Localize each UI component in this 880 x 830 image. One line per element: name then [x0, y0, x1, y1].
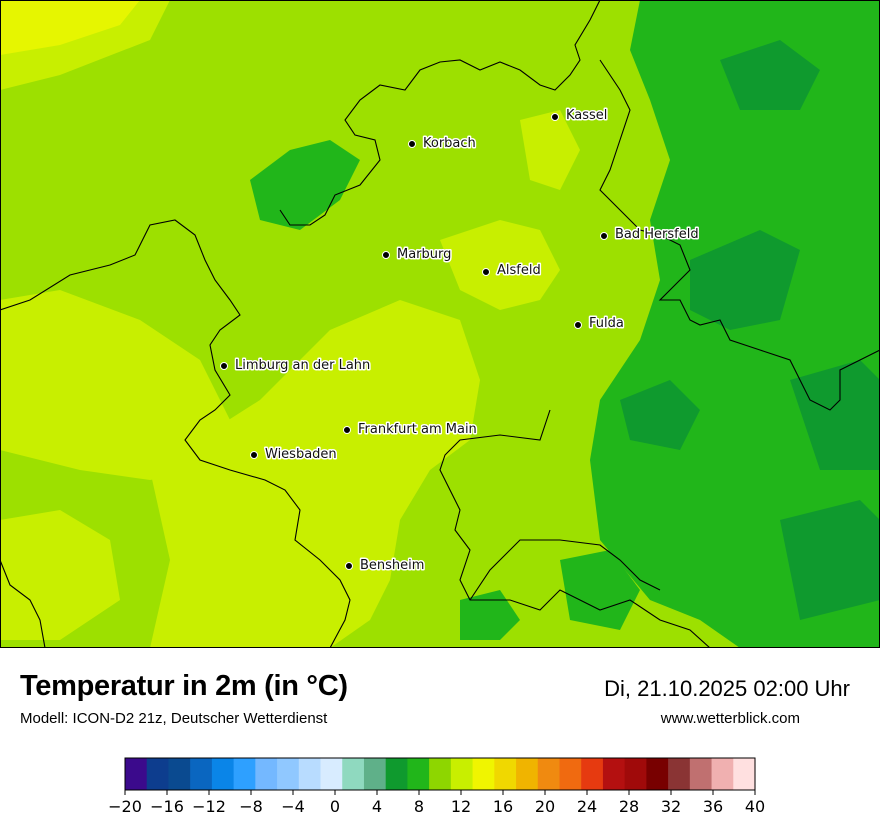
temperature-map: Kassel Korbach Bad Hersfeld Marburg Alsf… — [0, 0, 880, 648]
legend-swatch — [233, 758, 256, 790]
legend-swatch — [624, 758, 647, 790]
legend-swatches — [125, 758, 756, 790]
city-marker-alsfeld: Alsfeld — [482, 262, 542, 280]
legend-swatch — [668, 758, 691, 790]
city-marker-limburg: Limburg an der Lahn — [220, 357, 372, 375]
city-label: Marburg — [397, 247, 451, 262]
city-marker-bensheim: Bensheim — [345, 557, 426, 575]
city-label: Korbach — [423, 136, 476, 151]
city-label: Bad Hersfeld — [615, 227, 699, 242]
city-marker-bad-hersfeld: Bad Hersfeld — [600, 226, 700, 244]
state-border — [0, 0, 880, 648]
legend-tick-label: 12 — [451, 797, 471, 816]
cool-zone-northwest — [250, 140, 360, 230]
legend-swatch — [689, 758, 713, 790]
legend-tick-label: −16 — [150, 797, 184, 816]
legend-swatch — [602, 758, 626, 790]
cold-zone-east-4 — [620, 380, 700, 450]
legend-swatch — [494, 758, 517, 790]
legend-tick-label: 32 — [661, 797, 681, 816]
city-label: Frankfurt am Main — [358, 422, 477, 437]
legend-swatch — [363, 758, 387, 790]
city-marker-frankfurt: Frankfurt am Main — [343, 421, 478, 439]
legend-tick-label: 16 — [493, 797, 513, 816]
city-label: Alsfeld — [497, 263, 541, 278]
legend-swatch — [385, 758, 409, 790]
legend-tick-label: −4 — [281, 797, 305, 816]
cool-zone-south — [460, 590, 520, 640]
legend-swatch — [646, 758, 669, 790]
city-label: Bensheim — [360, 558, 424, 573]
warm-zone-west — [0, 290, 230, 480]
legend-frame — [124, 757, 756, 791]
cold-zone-northeast — [720, 40, 820, 110]
legend-ticks: −20 −16 −12 −8 −4 0 4 8 12 16 20 24 28 32 36 40 — [108, 790, 765, 816]
legend-swatch — [516, 758, 539, 790]
city-label: Wiesbaden — [265, 447, 337, 462]
legend-tick-label: 8 — [414, 797, 424, 816]
city-label: Limburg an der Lahn — [235, 358, 370, 373]
city-marker-korbach: Korbach — [408, 135, 477, 153]
map-title: Temperatur in 2m (in °C) — [20, 670, 348, 702]
legend-swatch — [255, 758, 278, 790]
legend-tick-label: 0 — [330, 797, 340, 816]
warm-zone-south — [150, 300, 480, 648]
legend-tick-label: 36 — [703, 797, 723, 816]
legend-tick-label: 20 — [535, 797, 555, 816]
legend-tick-label: −12 — [192, 797, 226, 816]
city-marker-wiesbaden: Wiesbaden — [250, 446, 338, 464]
city-marker-marburg: Marburg — [382, 246, 453, 264]
legend-tick-label: 24 — [577, 797, 597, 816]
forecast-datetime: Di, 21.10.2025 02:00 Uhr — [604, 676, 850, 701]
legend-swatch — [146, 758, 170, 790]
legend-swatch — [211, 758, 235, 790]
cold-zone-east-1 — [690, 230, 800, 330]
legend-swatch — [407, 758, 430, 790]
cold-zone-east-3 — [780, 500, 880, 620]
state-border-southwest — [0, 559, 46, 648]
legend-swatch — [733, 758, 756, 790]
warm-zone-north — [520, 110, 580, 190]
city-label: Fulda — [589, 316, 624, 331]
legend-swatch — [342, 758, 365, 790]
legend-swatch — [537, 758, 561, 790]
legend-swatch — [298, 758, 322, 790]
color-legend: −20 −16 −12 −8 −4 0 4 8 12 16 20 24 28 32 36 40 — [108, 757, 765, 816]
legend-swatch — [277, 758, 300, 790]
legend-swatch — [320, 758, 343, 790]
legend-tick-label: −20 — [108, 797, 142, 816]
hot-spot-northwest — [0, 0, 140, 55]
model-info: Modell: ICON-D2 21z, Deutscher Wetterdie… — [20, 710, 328, 727]
legend-swatch — [125, 758, 148, 790]
legend-swatch — [559, 758, 582, 790]
warm-zone-center — [440, 220, 560, 310]
cold-zone-east-2 — [790, 360, 880, 470]
cool-zone-southeast — [560, 550, 640, 630]
website-link[interactable]: www.wetterblick.com — [660, 710, 800, 727]
warm-zone-west-edge — [0, 510, 120, 640]
city-label: Kassel — [566, 108, 607, 123]
legend-swatch — [190, 758, 213, 790]
legend-swatch — [450, 758, 474, 790]
legend-swatch — [168, 758, 191, 790]
city-marker-fulda: Fulda — [574, 315, 625, 333]
legend-tick-label: 4 — [372, 797, 382, 816]
legend-tick-label: 40 — [745, 797, 765, 816]
city-marker-kassel: Kassel — [551, 107, 609, 125]
legend-swatch — [429, 758, 452, 790]
legend-swatch — [581, 758, 604, 790]
legend-swatch — [711, 758, 734, 790]
legend-swatch — [472, 758, 495, 790]
legend-tick-label: −8 — [239, 797, 263, 816]
legend-tick-label: 28 — [619, 797, 639, 816]
